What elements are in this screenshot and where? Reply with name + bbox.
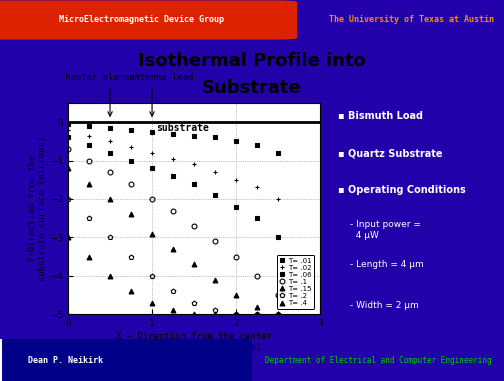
Text: The University of Texas at Austin: The University of Texas at Austin [329,15,494,24]
Text: antenna lead: antenna lead [130,73,194,82]
Y-axis label: Y-Direction from the
substrate surface (microns): Y-Direction from the substrate surface (… [28,136,47,281]
X-axis label: X – Direction from the center
of the detector (microns): X – Direction from the center of the det… [116,332,272,352]
Text: - Input power =
  4 μW: - Input power = 4 μW [350,220,421,240]
Text: Substrate: Substrate [202,78,302,97]
Legend: T= .01, T= .02, T= .06, T= .1, T= .15, T= .2, T= .4: T= .01, T= .02, T= .06, T= .1, T= .15, T… [277,255,314,309]
Text: Department of Electrical and Computer Engineering: Department of Electrical and Computer En… [265,355,491,365]
Text: ▪ Quartz Substrate: ▪ Quartz Substrate [339,148,443,158]
Text: Isothermal Profile into: Isothermal Profile into [138,52,366,70]
Text: substrate: substrate [156,123,209,133]
Text: ▪ Operating Conditions: ▪ Operating Conditions [339,185,466,195]
FancyBboxPatch shape [0,0,297,40]
Text: MicroElectromagnetic Device Group: MicroElectromagnetic Device Group [58,15,224,24]
Text: heater element: heater element [65,73,140,82]
Text: ▪ Bismuth Load: ▪ Bismuth Load [339,111,423,121]
Text: Dean P. Neikirk: Dean P. Neikirk [28,355,103,365]
Text: - Width = 2 μm: - Width = 2 μm [350,301,419,310]
Bar [0,339,252,381]
Text: - Length = 4 μm: - Length = 4 μm [350,260,424,269]
